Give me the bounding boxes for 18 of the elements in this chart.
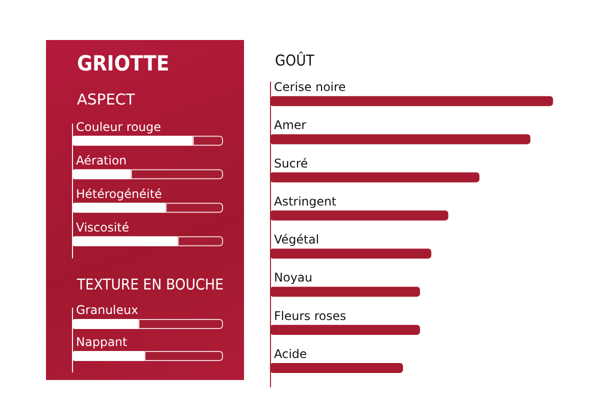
y-tick-label: Végétal	[274, 232, 320, 247]
chart-title: TEXTURE EN BOUCHE	[76, 276, 224, 294]
y-tick-label: Aération	[76, 153, 127, 168]
y-tick-label: Couleur rouge	[76, 120, 162, 134]
y-tick-label: Amer	[274, 118, 306, 132]
y-tick-label: Granuleux	[76, 303, 138, 317]
chart-title: GOÛT	[275, 52, 315, 70]
y-tick-label: Sucré	[274, 156, 308, 170]
y-tick-label: Nappant	[76, 335, 128, 349]
y-tick-label: Noyau	[274, 270, 312, 285]
chart-subtitle: ASPECT	[77, 90, 136, 108]
chart-title: GRIOTTE	[77, 52, 170, 76]
y-tick-label: Astringent	[274, 194, 337, 208]
y-tick-label: Cerise noire	[274, 80, 346, 94]
y-tick-label: Viscosité	[76, 220, 130, 234]
y-tick-label: Hétérogénéité	[76, 186, 162, 201]
y-tick-label: Acide	[274, 346, 307, 361]
y-tick-label: Fleurs roses	[274, 308, 346, 323]
